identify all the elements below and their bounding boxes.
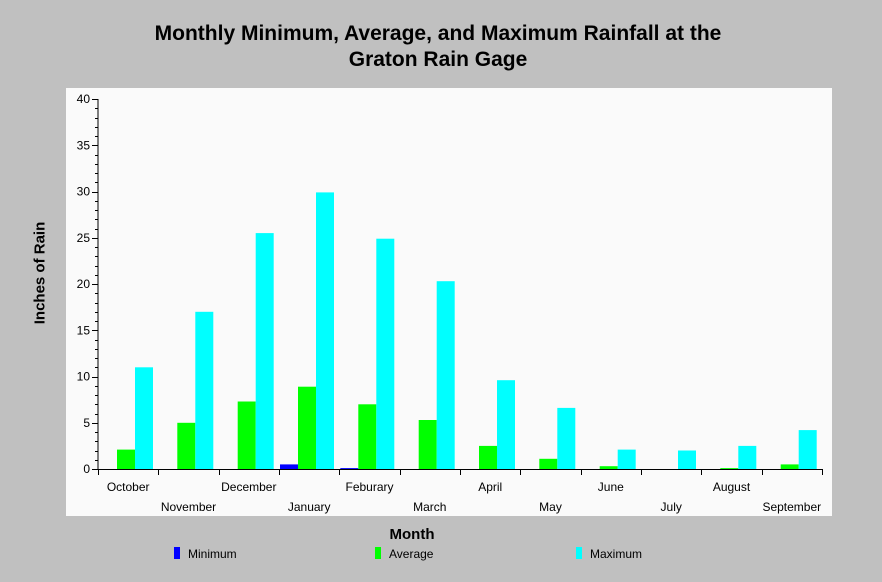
bar-average-september	[780, 464, 799, 469]
y-tick-label-0: 0	[83, 462, 90, 476]
bar-average-march	[418, 420, 437, 469]
x-tick-label-january: January	[288, 500, 331, 514]
x-tick-label-december: December	[221, 480, 276, 494]
bar-maximum-feburary	[376, 238, 395, 469]
chart-title-line-1: Monthly Minimum, Average, and Maximum Ra…	[154, 22, 722, 45]
bar-average-june	[599, 466, 618, 469]
bar-maximum-august	[738, 445, 757, 469]
x-tick-label-august: August	[713, 480, 751, 494]
x-tick-label-march: March	[413, 500, 446, 514]
y-tick-label-15: 15	[77, 323, 91, 337]
bar-average-january	[298, 386, 316, 469]
y-tick-label-30: 30	[77, 185, 91, 199]
bar-maximum-september	[798, 430, 817, 469]
bar-average-april	[479, 445, 497, 469]
bar-average-august	[720, 468, 739, 469]
bar-minimum-january	[280, 464, 298, 469]
y-tick-label-40: 40	[77, 92, 91, 106]
bar-maximum-april	[497, 380, 515, 469]
bar-maximum-october	[135, 367, 153, 470]
legend-label-average: Average	[389, 547, 434, 561]
chart-title: Monthly Minimum, Average, and Maximum Ra…	[0, 21, 876, 73]
x-tick-label-july: July	[661, 500, 682, 514]
chart-title-line-2: Graton Rain Gage	[348, 48, 528, 71]
y-tick-label-35: 35	[77, 138, 91, 152]
bar-maximum-december	[255, 233, 274, 469]
legend-swatch-average	[375, 547, 381, 559]
y-axis-label: Inches of Rain	[31, 221, 49, 325]
bar-average-feburary	[358, 404, 377, 470]
bar-maximum-november	[195, 311, 214, 470]
y-tick-label-10: 10	[77, 370, 91, 384]
x-tick-label-september: September	[762, 500, 821, 514]
legend-label-maximum: Maximum	[590, 547, 643, 561]
x-tick-label-october: October	[107, 480, 150, 494]
bar-average-may	[539, 458, 558, 469]
legend-swatch-minimum	[174, 547, 180, 559]
legend-label-minimum: Minimum	[188, 547, 237, 561]
y-tick-label-20: 20	[77, 277, 91, 291]
bar-average-december	[237, 401, 256, 469]
y-tick-label-25: 25	[77, 231, 91, 245]
bar-maximum-june	[617, 449, 636, 469]
bar-average-october	[117, 449, 135, 469]
y-tick-label-5: 5	[83, 416, 90, 430]
bar-maximum-march	[436, 281, 455, 469]
bar-average-november	[177, 422, 196, 470]
x-tick-label-november: November	[161, 500, 216, 514]
bar-maximum-january	[316, 192, 334, 469]
x-tick-label-april: April	[478, 480, 502, 494]
bar-maximum-may	[557, 407, 576, 469]
x-tick-label-feburary: Feburary	[345, 480, 393, 494]
bar-minimum-feburary	[340, 468, 359, 469]
x-tick-label-may: May	[539, 500, 562, 514]
bar-maximum-july	[678, 450, 696, 469]
x-tick-label-june: June	[598, 480, 624, 494]
x-axis-label: Month	[389, 526, 435, 543]
legend-swatch-maximum	[576, 547, 582, 559]
